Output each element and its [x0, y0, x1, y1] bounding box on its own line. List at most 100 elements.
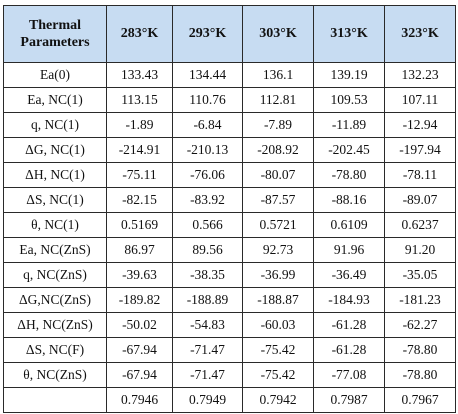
value-cell: 133.43 [106, 62, 173, 88]
value-cell: 0.7949 [172, 387, 243, 413]
param-cell: q, NC(1) [3, 112, 107, 138]
value-cell: -197.94 [384, 137, 456, 163]
value-cell: 0.5721 [242, 212, 314, 238]
value-cell: -181.23 [384, 287, 456, 313]
param-cell: θ, NC(ZnS) [3, 362, 107, 388]
value-cell: -54.83 [172, 312, 243, 338]
value-cell: -82.15 [106, 187, 173, 213]
value-cell: -7.89 [242, 112, 314, 138]
value-cell: -38.35 [172, 262, 243, 288]
value-cell: 109.53 [313, 87, 385, 113]
value-cell: -36.99 [242, 262, 314, 288]
value-cell: -78.80 [313, 162, 385, 188]
table-row: ΔH, NC(ZnS) -50.02 -54.83 -60.03 -61.28 -62.2… [3, 312, 456, 338]
value-cell: -61.28 [313, 312, 385, 338]
param-cell: Ea, NC(1) [3, 87, 107, 113]
value-cell: 86.97 [106, 237, 173, 263]
value-cell: -202.45 [313, 137, 385, 163]
value-cell: -62.27 [384, 312, 456, 338]
value-cell: 0.7946 [106, 387, 173, 413]
value-cell: -88.16 [313, 187, 385, 213]
param-cell: Ea, NC(ZnS) [3, 237, 107, 263]
header-temp-303: 303°K [242, 5, 314, 63]
value-cell: -75.11 [106, 162, 173, 188]
value-cell: -210.13 [172, 137, 243, 163]
value-cell: 112.81 [242, 87, 314, 113]
value-cell: 132.23 [384, 62, 456, 88]
header-temp-293: 293°K [172, 5, 243, 63]
value-cell: 0.7967 [384, 387, 456, 413]
header-row: Thermal Parameters 283°K 293°K 303°K 313… [3, 5, 456, 63]
value-cell: 91.20 [384, 237, 456, 263]
value-cell: -89.07 [384, 187, 456, 213]
value-cell: 91.96 [313, 237, 385, 263]
table-row: 0.7946 0.7949 0.7942 0.7987 0.7967 [3, 387, 456, 413]
value-cell: -36.49 [313, 262, 385, 288]
value-cell: 139.19 [313, 62, 385, 88]
value-cell: -208.92 [242, 137, 314, 163]
table-row: ΔG, NC(1) -214.91 -210.13 -208.92 -202.45 -19… [3, 137, 456, 163]
value-cell: -77.08 [313, 362, 385, 388]
table-row: ΔG,NC(ZnS) -189.82 -188.89 -188.87 -184.93 -1… [3, 287, 456, 313]
value-cell: -35.05 [384, 262, 456, 288]
table-row: q, NC(ZnS) -39.63 -38.35 -36.99 -36.49 -35.05 [3, 262, 456, 288]
value-cell: -76.06 [172, 162, 243, 188]
value-cell: 107.11 [384, 87, 456, 113]
value-cell: -188.89 [172, 287, 243, 313]
param-cell: q, NC(ZnS) [3, 262, 107, 288]
value-cell: -214.91 [106, 137, 173, 163]
table-row: ΔS, NC(1) -82.15 -83.92 -87.57 -88.16 -89.07 [3, 187, 456, 213]
value-cell: -6.84 [172, 112, 243, 138]
value-cell: -1.89 [106, 112, 173, 138]
value-cell: 110.76 [172, 87, 243, 113]
header-thermal-parameters: Thermal Parameters [3, 5, 107, 63]
table-body: Ea(0) 133.43 134.44 136.1 139.19 132.23 Ea, NC… [3, 62, 456, 413]
value-cell: 136.1 [242, 62, 314, 88]
param-cell [3, 387, 107, 413]
param-cell: ΔG,NC(ZnS) [3, 287, 107, 313]
header-temp-313: 313°K [313, 5, 385, 63]
value-cell: -78.80 [384, 337, 456, 363]
table-header: Thermal Parameters 283°K 293°K 303°K 313… [3, 5, 456, 63]
table-row: q, NC(1) -1.89 -6.84 -7.89 -11.89 -12.94 [3, 112, 456, 138]
value-cell: 0.6237 [384, 212, 456, 238]
value-cell: 92.73 [242, 237, 314, 263]
param-cell: ΔG, NC(1) [3, 137, 107, 163]
value-cell: 134.44 [172, 62, 243, 88]
value-cell: -189.82 [106, 287, 173, 313]
value-cell: -67.94 [106, 362, 173, 388]
value-cell: -83.92 [172, 187, 243, 213]
value-cell: 0.7942 [242, 387, 314, 413]
value-cell: 0.7987 [313, 387, 385, 413]
param-cell: ΔH, NC(1) [3, 162, 107, 188]
value-cell: -12.94 [384, 112, 456, 138]
value-cell: -78.11 [384, 162, 456, 188]
table-row: θ, NC(1) 0.5169 0.566 0.5721 0.6109 0.6237 [3, 212, 456, 238]
table-row: Ea(0) 133.43 134.44 136.1 139.19 132.23 [3, 62, 456, 88]
param-cell: θ, NC(1) [3, 212, 107, 238]
thermal-parameters-table: Thermal Parameters 283°K 293°K 303°K 313… [3, 5, 456, 413]
table-row: ΔH, NC(1) -75.11 -76.06 -80.07 -78.80 -78.11 [3, 162, 456, 188]
table-row: θ, NC(ZnS) -67.94 -71.47 -75.42 -77.08 -78.80 [3, 362, 456, 388]
value-cell: -67.94 [106, 337, 173, 363]
value-cell: -78.80 [384, 362, 456, 388]
param-cell: Ea(0) [3, 62, 107, 88]
value-cell: 113.15 [106, 87, 173, 113]
header-temp-323: 323°K [384, 5, 456, 63]
param-cell: ΔS, NC(F) [3, 337, 107, 363]
value-cell: 89.56 [172, 237, 243, 263]
value-cell: -80.07 [242, 162, 314, 188]
param-cell: ΔS, NC(1) [3, 187, 107, 213]
value-cell: -75.42 [242, 362, 314, 388]
table-row: ΔS, NC(F) -67.94 -71.47 -75.42 -61.28 -78.80 [3, 337, 456, 363]
param-cell: ΔH, NC(ZnS) [3, 312, 107, 338]
value-cell: -188.87 [242, 287, 314, 313]
table-row: Ea, NC(ZnS) 86.97 89.56 92.73 91.96 91.20 [3, 237, 456, 263]
header-temp-283: 283°K [106, 5, 173, 63]
value-cell: -11.89 [313, 112, 385, 138]
value-cell: 0.566 [172, 212, 243, 238]
value-cell: -50.02 [106, 312, 173, 338]
value-cell: -71.47 [172, 362, 243, 388]
table-row: Ea, NC(1) 113.15 110.76 112.81 109.53 107.11 [3, 87, 456, 113]
value-cell: -71.47 [172, 337, 243, 363]
